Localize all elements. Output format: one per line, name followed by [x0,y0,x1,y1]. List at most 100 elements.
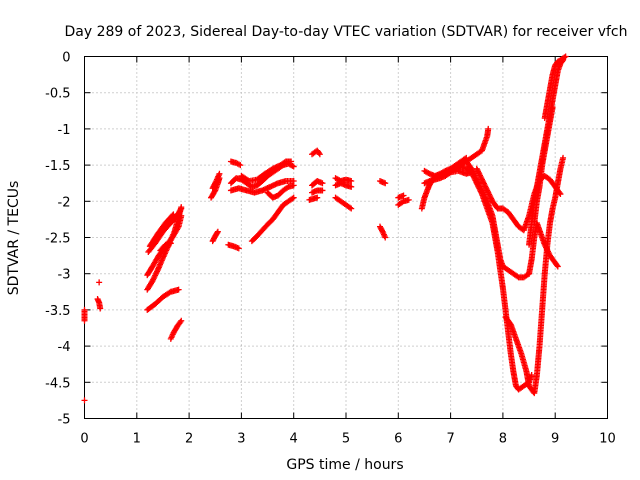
data-point [81,397,88,404]
data-point [170,211,177,218]
data-point [315,150,322,157]
data-track [209,228,221,245]
x-tick-label: 6 [394,432,402,447]
data-point [169,212,176,219]
data-point [96,279,103,286]
data-track [502,154,567,397]
data-point [97,305,104,312]
data-point [316,151,323,158]
data-track [96,279,103,286]
x-tick-label: 4 [290,432,298,447]
y-tick-label: -4 [58,340,71,355]
data-point [175,286,182,293]
data-track [395,192,407,201]
y-tick-label: -2.5 [45,232,70,247]
data-track [418,167,475,212]
data-point [485,125,492,132]
data-point [216,170,223,177]
data-point [382,180,389,187]
data-track [332,180,355,190]
data-track [395,196,412,208]
data-point [562,53,569,60]
y-axis-label: SDTVAR / TECUs [6,181,22,296]
y-tick-label: -0.5 [45,87,70,102]
data-point [348,178,355,185]
data-track [225,241,242,252]
data-track [376,178,389,187]
data-point [289,195,296,202]
data-point [400,192,407,199]
data-track [238,158,295,185]
data-track [541,53,569,122]
data-track [227,178,297,196]
data-point [405,196,412,203]
data-track [144,286,182,313]
data-point [557,191,564,198]
data-point [348,183,355,190]
data-track [248,194,297,245]
data-track [332,194,355,212]
data-point [177,319,184,326]
y-tick-label: -5 [58,413,71,428]
y-tick-label: -1 [58,123,71,138]
grid [84,56,608,419]
y-tick-label: -4.5 [45,376,70,391]
data-point [288,158,295,165]
y-tick-label: -1.5 [45,159,70,174]
x-tick-label: 2 [185,432,193,447]
data-point [237,162,244,169]
data-point [178,205,185,212]
data-track [452,125,492,172]
x-tick-label: 1 [133,432,141,447]
data-point [319,187,326,194]
data-point [561,54,568,61]
data-track [94,296,104,312]
x-tick-label: 10 [599,432,616,447]
chart-title: Day 289 of 2023, Sidereal Day-to-day VTE… [64,24,627,40]
data-point [348,205,355,212]
data-point [214,228,221,235]
y-tick-label: 0 [62,51,70,66]
data-track [81,306,88,324]
data-track [264,182,297,201]
data-points [81,53,569,404]
data-track [531,104,556,227]
data-point [214,229,221,236]
x-tick-label: 5 [342,432,350,447]
data-track [309,178,326,189]
data-point [314,194,321,201]
data-point [81,317,88,324]
data-track [146,211,177,250]
x-tick-label: 9 [551,432,559,447]
data-point [554,263,561,270]
data-point [382,234,389,241]
y-tick-label: -3.5 [45,304,70,319]
y-tick-label: -2 [58,195,71,210]
data-point [211,188,218,195]
data-point [235,245,242,252]
x-tick-label: 0 [80,432,88,447]
data-track [144,204,185,293]
data-point [528,372,535,379]
y-tick-labels: 0 -0.5 -1 -1.5 -2 -2.5 -3 -3.5 -4 -4.5 -5 [45,51,70,428]
x-tick-label: 8 [499,432,507,447]
data-point [177,206,184,213]
x-tick-label: 3 [237,432,245,447]
data-track [227,158,244,169]
data-track [157,240,174,254]
data-point [553,262,560,269]
data-point [549,104,556,111]
data-track [209,170,223,192]
y-tick-label: -3 [58,268,71,283]
data-point [378,227,385,234]
x-tick-labels: 0 1 2 3 4 5 6 7 8 9 10 [80,432,615,447]
data-point [290,194,297,201]
data-point [290,163,297,170]
data-point [178,317,185,324]
data-point [290,182,297,189]
data-track [309,147,323,158]
data-point [319,180,326,187]
x-tick-label: 7 [446,432,454,447]
data-track [167,317,185,342]
